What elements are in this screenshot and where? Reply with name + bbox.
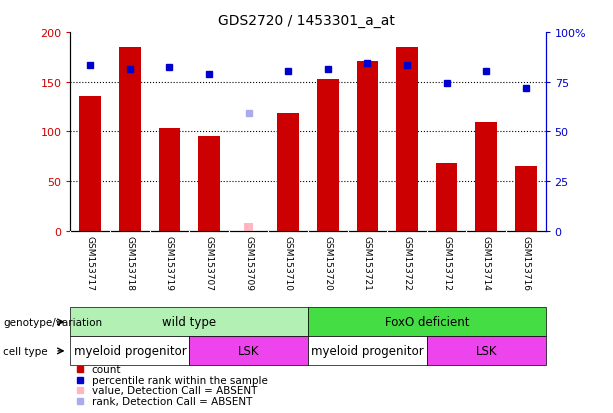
Text: percentile rank within the sample: percentile rank within the sample <box>92 375 268 385</box>
Text: LSK: LSK <box>476 344 497 358</box>
Text: LSK: LSK <box>238 344 259 358</box>
Text: FoxO deficient: FoxO deficient <box>384 316 469 329</box>
Bar <box>198 137 220 231</box>
Bar <box>308 337 427 366</box>
Text: GSM153719: GSM153719 <box>165 235 174 290</box>
Text: rank, Detection Call = ABSENT: rank, Detection Call = ABSENT <box>92 396 252 406</box>
Bar <box>119 48 141 231</box>
Text: myeloid progenitor: myeloid progenitor <box>74 344 186 358</box>
Bar <box>80 97 101 231</box>
Text: genotype/variation: genotype/variation <box>3 317 102 327</box>
Bar <box>515 167 536 231</box>
Text: GSM153714: GSM153714 <box>482 235 490 290</box>
Bar <box>436 164 457 231</box>
Text: GSM153716: GSM153716 <box>521 235 530 290</box>
Bar <box>308 308 546 337</box>
Text: GSM153707: GSM153707 <box>205 235 213 290</box>
Bar <box>70 337 189 366</box>
Bar <box>159 129 180 231</box>
Bar <box>70 308 308 337</box>
Text: myeloid progenitor: myeloid progenitor <box>311 344 424 358</box>
Bar <box>317 80 339 231</box>
Text: GSM153712: GSM153712 <box>442 235 451 290</box>
Bar <box>277 113 299 231</box>
Text: GSM153721: GSM153721 <box>363 235 372 290</box>
Text: value, Detection Call = ABSENT: value, Detection Call = ABSENT <box>92 385 257 395</box>
Text: count: count <box>92 364 121 374</box>
Bar <box>357 62 378 231</box>
Text: GSM153717: GSM153717 <box>86 235 95 290</box>
Bar <box>189 337 308 366</box>
Text: GSM153720: GSM153720 <box>323 235 332 290</box>
Text: GSM153709: GSM153709 <box>244 235 253 290</box>
Text: GSM153722: GSM153722 <box>403 235 411 290</box>
Bar <box>475 122 497 231</box>
Text: GDS2720 / 1453301_a_at: GDS2720 / 1453301_a_at <box>218 14 395 28</box>
Text: wild type: wild type <box>162 316 216 329</box>
Text: GSM153710: GSM153710 <box>284 235 293 290</box>
Bar <box>245 223 253 231</box>
Bar <box>427 337 546 366</box>
Text: cell type: cell type <box>3 346 48 356</box>
Text: GSM153718: GSM153718 <box>126 235 134 290</box>
Bar <box>396 48 418 231</box>
